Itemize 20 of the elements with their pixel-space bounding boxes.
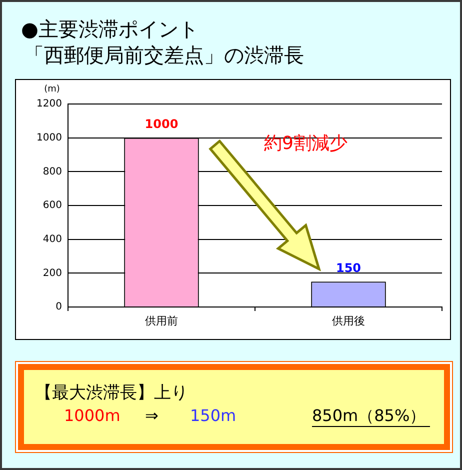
data-label: 1000: [144, 116, 178, 131]
y-tick-label: 800: [42, 166, 62, 178]
y-tick-label: 400: [42, 234, 62, 245]
text: 850m（85%）: [312, 405, 430, 427]
chart-subtitle: 「西郵便局前交差点」の渋滞長: [24, 43, 304, 67]
y-axis-title: (m): [44, 84, 60, 94]
text: 1000m: [64, 405, 120, 426]
y-tick-label: 1000: [36, 132, 62, 144]
y-tick-label: 1200: [36, 98, 62, 110]
text: 【最大渋滞長】上り: [35, 383, 188, 404]
y-tick-label: 0: [56, 302, 62, 313]
x-tick-label: 供用前: [145, 314, 178, 328]
annotation: 約9割減少: [264, 133, 348, 154]
chart-title: ●主要渋滞ポイント: [21, 17, 198, 41]
x-tick-label: 供用後: [332, 314, 365, 328]
data-label: 150: [336, 260, 362, 275]
text: 150m: [190, 405, 236, 426]
text: ⇒: [145, 405, 158, 426]
y-tick-label: 200: [42, 268, 62, 279]
y-tick-label: 600: [42, 200, 62, 212]
